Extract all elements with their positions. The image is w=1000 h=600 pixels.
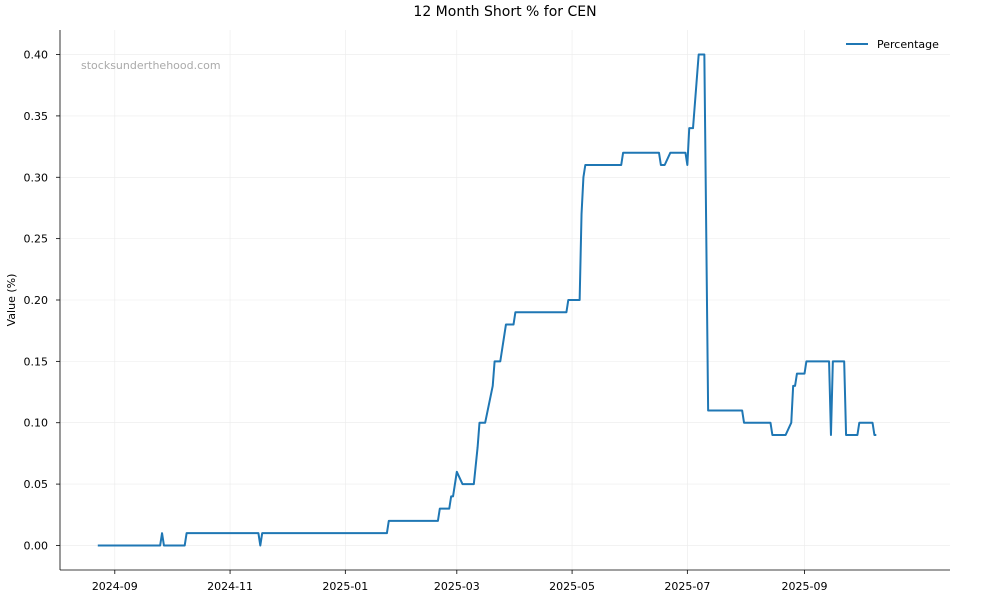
chart-title: 12 Month Short % for CEN: [413, 4, 596, 20]
y-tick-label: 0.25: [24, 233, 49, 246]
watermark: stocksunderthehood.com: [81, 59, 221, 72]
series-line-percentage: [97, 53, 877, 547]
ticks: 0.00 0.05 0.10 0.15 0.20 0.25 0.30 0.35 0.40 2024…: [24, 49, 828, 593]
y-tick-label: 0.05: [24, 478, 49, 491]
y-tick-label: 0.15: [24, 355, 49, 368]
x-tick-label: 2024-11: [207, 580, 253, 593]
y-tick-label: 0.00: [24, 539, 49, 552]
y-tick-label: 0.40: [24, 49, 49, 62]
x-tick-label: 2025-01: [322, 580, 368, 593]
y-tick-label: 0.35: [24, 110, 49, 123]
y-tick-label: 0.20: [24, 294, 49, 307]
grid: [60, 30, 950, 570]
y-tick-label: 0.30: [24, 171, 49, 184]
y-axis-label: Value (%): [5, 274, 18, 327]
x-tick-label: 2025-05: [549, 580, 595, 593]
x-tick-label: 2025-09: [782, 580, 828, 593]
x-tick-label: 2024-09: [92, 580, 138, 593]
legend: Percentage: [846, 38, 939, 51]
legend-label-percentage: Percentage: [877, 38, 939, 51]
x-tick-label: 2025-03: [434, 580, 480, 593]
x-tick-label: 2025-07: [664, 580, 710, 593]
y-tick-label: 0.10: [24, 417, 49, 430]
series-layer: [97, 53, 877, 547]
